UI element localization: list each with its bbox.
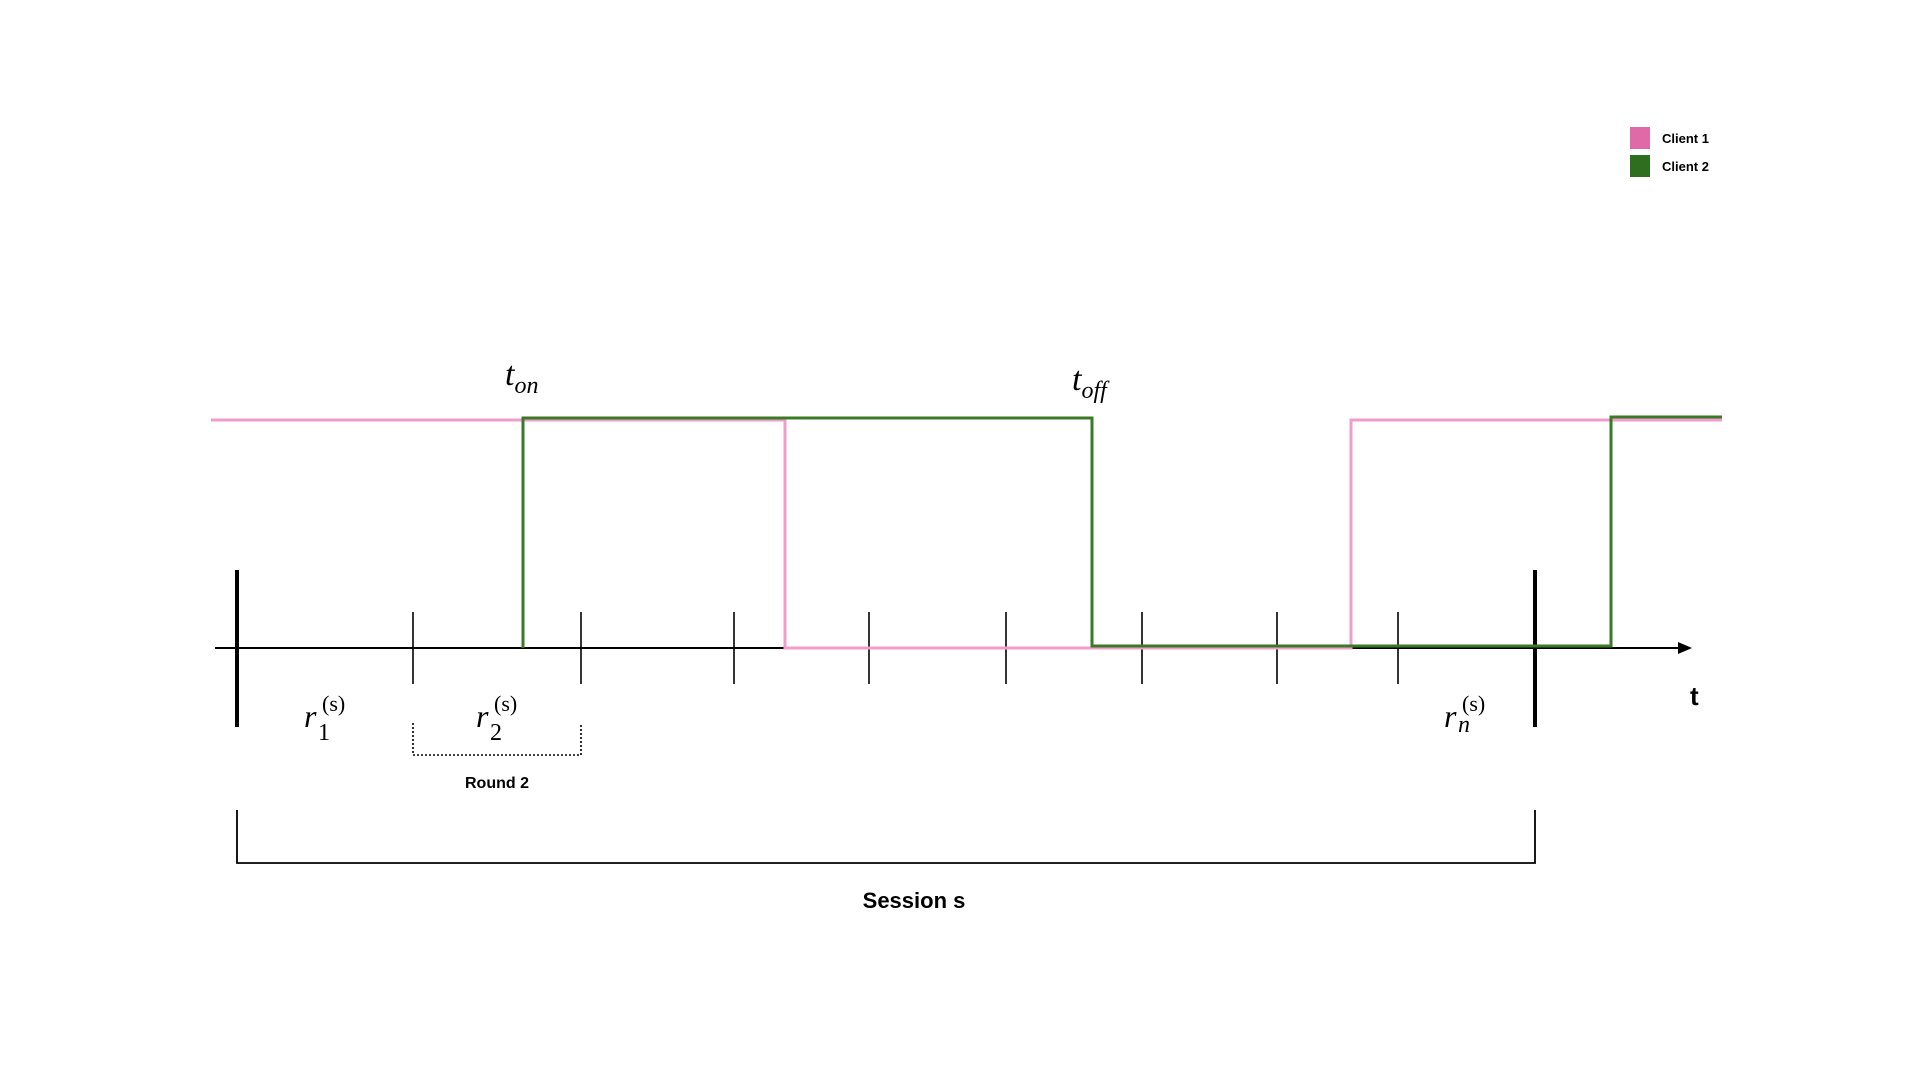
client-1-signal — [211, 418, 1722, 650]
svg-text:(s): (s) — [494, 691, 517, 716]
svg-text:(s): (s) — [1462, 691, 1485, 716]
svg-text:n: n — [1458, 712, 1470, 738]
round-2-label: Round 2 — [465, 775, 529, 792]
svg-text:1: 1 — [318, 720, 330, 746]
session-bracket: Session s — [236, 810, 1536, 913]
round-2-bracket: Round 2 — [412, 723, 582, 792]
legend-label-client-1: Client 1 — [1662, 131, 1709, 146]
axis-label: t — [1690, 681, 1699, 711]
round-label-2: r (s) 2 — [476, 691, 517, 746]
svg-text:(s): (s) — [322, 691, 345, 716]
round-ticks — [235, 570, 1537, 727]
legend-swatch-client-1 — [1630, 127, 1650, 149]
client-2-signal — [521, 415, 1722, 648]
round-label-n: r (s) n — [1444, 691, 1485, 738]
session-label: Session s — [863, 888, 966, 913]
round-label-1: r (s) 1 — [304, 691, 345, 746]
legend-label-client-2: Client 2 — [1662, 159, 1709, 174]
legend-swatch-client-2 — [1630, 155, 1650, 177]
svg-text:2: 2 — [490, 720, 502, 746]
svg-text:r: r — [304, 698, 317, 734]
t-off-label: toff — [1072, 361, 1110, 404]
svg-text:r: r — [476, 698, 489, 734]
svg-text:r: r — [1444, 698, 1457, 734]
axis-arrow-head — [1678, 642, 1692, 654]
legend: Client 1 Client 2 — [1630, 127, 1709, 177]
t-on-label: ton — [505, 356, 538, 399]
